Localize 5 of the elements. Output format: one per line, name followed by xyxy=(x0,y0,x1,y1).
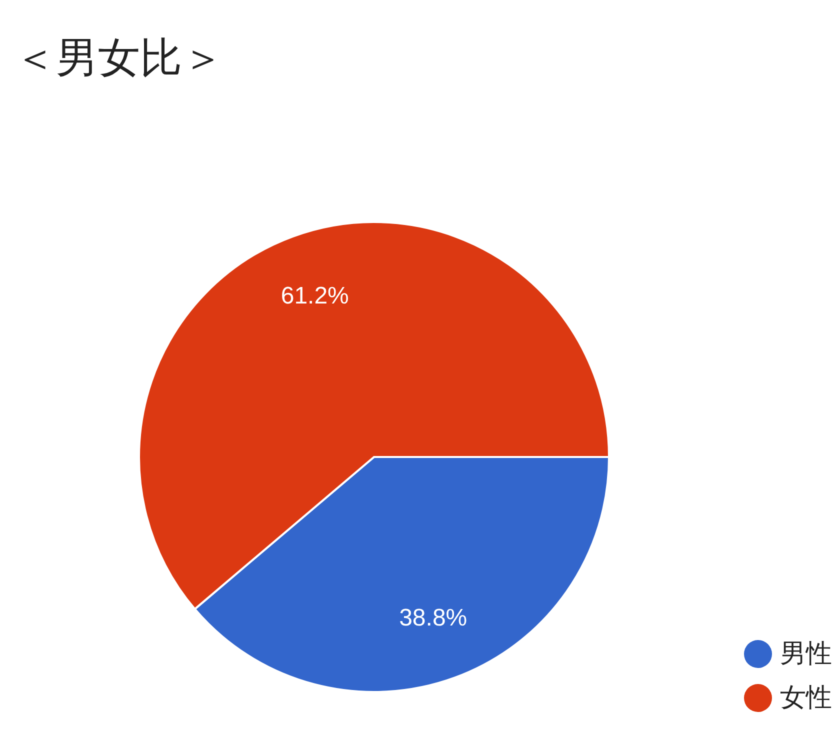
legend-label: 女性 xyxy=(780,682,832,715)
chart-title: ＜男女比＞ xyxy=(14,32,224,84)
data-label: 38.8% xyxy=(399,604,468,632)
data-label: 61.2% xyxy=(280,282,349,310)
legend-label: 男性 xyxy=(780,638,832,671)
